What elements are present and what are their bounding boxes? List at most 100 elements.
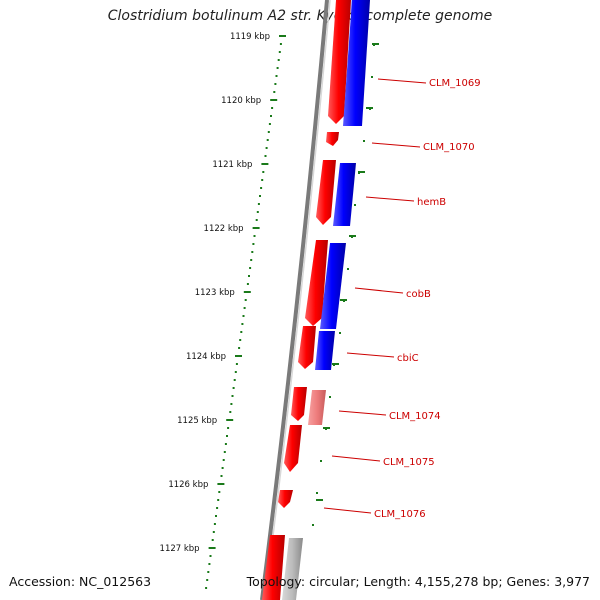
ruler-dot: [241, 323, 244, 325]
ruler-dot: [221, 467, 224, 469]
ruler: 1119 kbp 1120 kbp 1121 kbp 1122 kbp 1123 kbp…: [160, 32, 379, 589]
ruler-label: 1124 kbp: [186, 352, 226, 362]
ruler-dot: [257, 203, 260, 205]
gene-leader-line: [323, 507, 372, 514]
ruler-dot: [270, 115, 272, 117]
ruler-label: 1127 kbp: [160, 544, 200, 554]
ruler-dot: [243, 307, 246, 309]
ruler-dot: [252, 243, 255, 245]
ruler-dot: [316, 492, 318, 494]
ruler-label: 1123 kbp: [195, 288, 235, 298]
ruler-dot: [339, 332, 341, 334]
gene-label: cbiC: [397, 353, 419, 364]
ruler-dot: [320, 460, 322, 462]
ruler-dot: [253, 235, 256, 237]
gene-arrow-forward: [328, 0, 351, 124]
gene-arrow-forward: [278, 490, 293, 508]
ruler-dot: [211, 539, 214, 541]
gene-arrow-reverse: [315, 331, 335, 370]
ruler-dot: [354, 204, 356, 206]
gene-arrow-reverse: [320, 243, 346, 329]
ruler-dot: [261, 179, 264, 181]
ruler-dot: [250, 259, 253, 261]
ruler-dot: [275, 75, 278, 77]
gene-arrow-other: [282, 538, 303, 600]
gene-leader-line: [371, 142, 421, 148]
ruler-dot: [271, 107, 274, 109]
ruler-dot: [312, 524, 314, 526]
accession-text: Accession: NC_012563: [9, 574, 152, 589]
ruler-dot: [239, 339, 242, 341]
gene-label: CLM_1075: [383, 457, 435, 468]
gene-leader-line: [331, 455, 381, 462]
gene-arrow-forward: [262, 535, 285, 600]
ruler-dot: [256, 211, 259, 213]
ruler-dot: [329, 396, 331, 398]
ruler-dot: [264, 155, 267, 157]
ruler-dot: [260, 187, 263, 189]
ruler-dot: [274, 83, 277, 85]
ruler-dot: [229, 411, 232, 413]
ruler-dot: [347, 268, 349, 270]
gene-leader-line: [377, 78, 427, 84]
genome-title: Clostridium botulinum A2 str. Kyoto, com…: [107, 8, 493, 24]
ruler-label: 1125 kbp: [177, 416, 217, 426]
gene-leader-line: [365, 196, 415, 202]
gene-arrow-reverse: [333, 163, 356, 226]
ruler-dot: [208, 563, 211, 565]
ruler-dot: [231, 395, 234, 397]
topology-text: Topology: circular; Length: 4,155,278 bp…: [246, 574, 590, 589]
ruler-dot: [244, 299, 247, 301]
ruler-dot: [224, 443, 227, 445]
gene-label: CLM_1076: [374, 509, 426, 520]
ruler-dot: [215, 515, 217, 517]
ruler-dot: [267, 131, 270, 133]
ruler-dot: [209, 555, 212, 557]
gene-leader-line: [354, 287, 404, 294]
ruler-dot: [227, 427, 230, 429]
genome-backbone-highlight: [264, 0, 331, 600]
ruler-dot: [262, 171, 265, 173]
gene-label: cobB: [406, 289, 431, 300]
ruler-dot: [240, 331, 243, 333]
ruler-dot: [277, 59, 280, 61]
ruler-dot: [242, 315, 245, 317]
ruler-dot: [259, 195, 261, 197]
ruler-dot: [217, 499, 220, 501]
ruler-dot: [265, 147, 268, 149]
gene-arrow-reverse: [343, 0, 370, 126]
ruler-dot: [216, 507, 219, 509]
gene-arrow-forward: [291, 387, 307, 421]
ruler-label: 1126 kbp: [168, 480, 208, 490]
gene-labels: CLM_1069 CLM_1070 hemB cobB cbiC CLM_1074 CLM_…: [323, 78, 481, 520]
ruler-dot: [220, 475, 223, 477]
ruler-dot: [207, 571, 210, 573]
ruler-dot: [266, 139, 269, 141]
ruler-dot: [371, 76, 373, 78]
gene-arrow-forward: [284, 425, 302, 472]
ruler-label: 1120 kbp: [221, 96, 261, 106]
ruler-dot: [235, 363, 238, 365]
ruler-dot: [278, 51, 281, 53]
ruler-dot: [234, 371, 237, 373]
ruler-dot: [268, 123, 271, 125]
ruler-dot: [279, 43, 282, 45]
ruler-dot: [238, 347, 241, 349]
ruler-dot: [223, 451, 226, 453]
gene-arrow-pseudo: [308, 390, 326, 425]
ruler-dot: [248, 275, 250, 277]
ruler-dot: [213, 523, 216, 525]
gene-arrow-forward: [305, 240, 328, 326]
ruler-dot: [233, 379, 236, 381]
gene-label: hemB: [417, 197, 446, 208]
genome-backbone: [260, 0, 329, 600]
ruler-dot: [363, 140, 365, 142]
ruler-dot: [218, 491, 221, 493]
gene-label: CLM_1070: [423, 142, 475, 153]
ruler-dot: [249, 267, 252, 269]
ruler-dot: [230, 403, 233, 405]
ruler-label: 1119 kbp: [230, 32, 270, 42]
ruler-dot: [255, 219, 258, 221]
ruler-dot: [226, 435, 228, 437]
